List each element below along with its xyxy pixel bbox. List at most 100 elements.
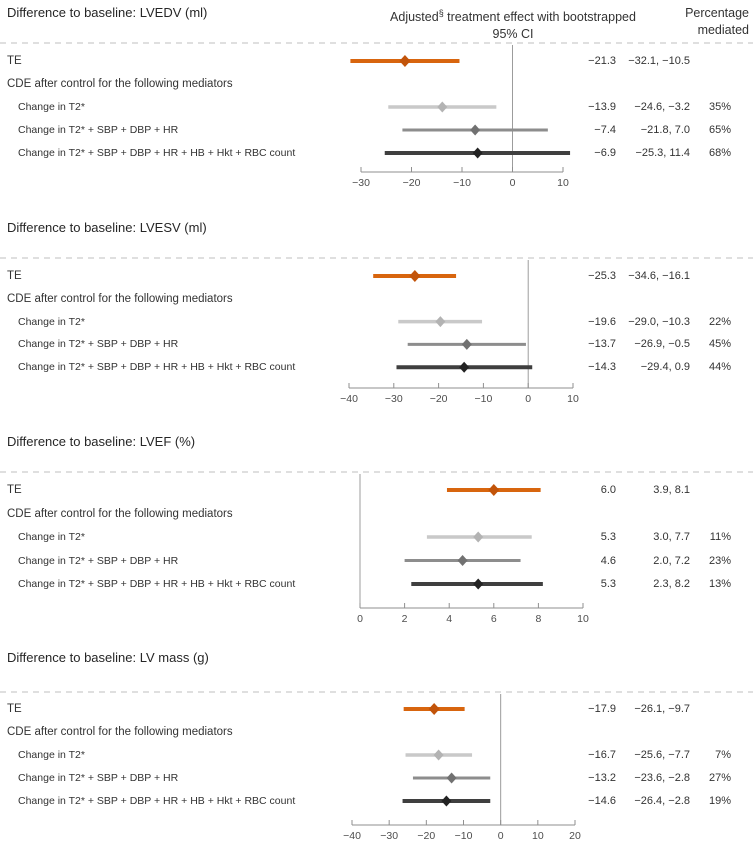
effect-header-rest: treatment effect with bootstrapped — [443, 10, 636, 25]
diamond-marker — [446, 772, 457, 784]
tick-label: −30 — [385, 393, 403, 405]
pct-value: 45% — [708, 338, 731, 351]
tick-label: −30 — [380, 830, 398, 842]
diamond-marker — [457, 555, 468, 566]
forest-plot: −40 −30 −20 −10 0 10 — [0, 257, 753, 405]
tick-label: −30 — [352, 177, 370, 189]
ci-value: 2.0, 7.2 — [653, 554, 690, 567]
diamond-marker — [437, 101, 448, 113]
footnote-symbol: § — [438, 8, 444, 18]
ci-value: 3.0, 7.7 — [653, 530, 690, 543]
pct-value: 27% — [708, 771, 731, 784]
estimate-value: −13.9 — [588, 100, 616, 113]
diamond-marker — [433, 749, 444, 761]
pct-value: 23% — [708, 554, 731, 567]
estimate-value: −13.2 — [588, 771, 616, 784]
estimate-value: −13.7 — [588, 338, 616, 351]
ci-value: 3.9, 8.1 — [653, 483, 690, 496]
row-label: TE — [7, 269, 22, 282]
pct-value: 65% — [708, 123, 731, 136]
panel-title: Difference to baseline: LVEDV (ml) — [7, 5, 208, 20]
tick-label: −20 — [417, 830, 435, 842]
row-label: Change in T2* — [18, 530, 85, 543]
diamond-marker — [488, 484, 500, 496]
row-label: Change in T2* + SBP + DBP + HR + HB + Hk… — [18, 360, 296, 373]
percentage-column-header: Percentage mediated — [685, 5, 749, 39]
estimate-value: 5.3 — [600, 530, 616, 543]
forest-panel: Difference to baseline: LV mass (g) TE −17… — [0, 635, 753, 846]
estimate-value: −14.3 — [588, 360, 616, 373]
x-axis: −40 −30 −20 −10 0 10 20 — [343, 820, 581, 842]
ci-value: −29.0, −10.3 — [628, 315, 690, 328]
row-label: Change in T2* + SBP + DBP + HR — [18, 554, 179, 567]
estimate-value: −7.4 — [594, 123, 616, 136]
effect-header-line2: 95% CI — [492, 27, 534, 42]
ci-value: −21.8, 7.0 — [640, 123, 690, 136]
tick-label: −10 — [455, 830, 473, 842]
forest-plot: −40 −30 −20 −10 0 10 20 — [0, 691, 753, 842]
diamond-marker — [409, 270, 421, 282]
tick-label: 10 — [567, 393, 579, 405]
section-label: CDE after control for the following medi… — [7, 77, 233, 90]
estimate-value: 5.3 — [600, 577, 616, 590]
estimate-value: 4.6 — [600, 554, 616, 567]
diamond-marker — [399, 55, 411, 67]
tick-label: 10 — [577, 613, 589, 625]
x-axis: −40 −30 −20 −10 0 10 — [340, 383, 579, 405]
ci-value: −29.4, 0.9 — [640, 360, 690, 373]
tick-label: 10 — [557, 177, 569, 189]
section-label: CDE after control for the following medi… — [7, 507, 233, 520]
row-label: Change in T2* — [18, 100, 85, 113]
pct-value: 35% — [708, 100, 731, 113]
effect-header-prefix: Adjusted — [390, 10, 439, 25]
ci-value: −26.9, −0.5 — [634, 338, 690, 351]
tick-label: 0 — [498, 830, 504, 842]
pct-header-line2: mediated — [697, 23, 749, 37]
tick-label: −40 — [343, 830, 361, 842]
ci-value: −24.6, −3.2 — [634, 100, 690, 113]
ci-value: −23.6, −2.8 — [634, 771, 690, 784]
row-label: Change in T2* — [18, 315, 85, 328]
estimate-value: 6.0 — [600, 483, 616, 496]
tick-label: 8 — [535, 613, 541, 625]
diamond-marker — [472, 147, 483, 159]
forest-plot: 0 2 4 6 8 10 — [0, 471, 753, 625]
diamond-marker — [441, 795, 452, 807]
forest-panel: Difference to baseline: LVEF (%) TE 6.0 3.9… — [0, 421, 753, 635]
ci-value: −26.4, −2.8 — [634, 794, 690, 807]
panel-title: Difference to baseline: LVESV (ml) — [7, 220, 207, 235]
diamond-marker — [461, 338, 472, 350]
ci-value: −34.6, −16.1 — [628, 269, 690, 282]
tick-label: −10 — [474, 393, 492, 405]
row-label: Change in T2* + SBP + DBP + HR + HB + Hk… — [18, 794, 296, 807]
tick-label: 0 — [357, 613, 363, 625]
section-label: CDE after control for the following medi… — [7, 292, 233, 305]
tick-label: 4 — [446, 613, 452, 625]
diamond-marker — [473, 531, 484, 543]
pct-value: 22% — [708, 315, 731, 328]
pct-value: 19% — [708, 794, 731, 807]
pct-value: 7% — [715, 748, 731, 761]
tick-label: 20 — [569, 830, 581, 842]
tick-label: 0 — [510, 177, 516, 189]
effect-header-line1: Adjusted§ treatment effect with bootstra… — [348, 5, 678, 26]
panel-title: Difference to baseline: LV mass (g) — [7, 650, 209, 665]
row-label: Change in T2* + SBP + DBP + HR — [18, 338, 179, 351]
ci-value: −25.6, −7.7 — [634, 748, 690, 761]
panel-title: Difference to baseline: LVEF (%) — [7, 434, 196, 449]
estimate-value: −25.3 — [588, 269, 616, 282]
diamond-marker — [435, 316, 446, 328]
ci-value: 2.3, 8.2 — [653, 577, 690, 590]
forest-panel: Difference to baseline: LVESV (ml) TE −25.… — [0, 211, 753, 421]
diamond-marker — [428, 703, 440, 715]
row-label: Change in T2* + SBP + DBP + HR — [18, 123, 179, 136]
x-axis: 0 2 4 6 8 10 — [357, 603, 589, 625]
tick-label: 0 — [525, 393, 531, 405]
pct-value: 11% — [709, 530, 731, 543]
pct-value: 44% — [708, 360, 731, 373]
ci-value: −26.1, −9.7 — [634, 702, 690, 715]
diamond-marker — [459, 361, 470, 373]
estimate-value: −6.9 — [594, 146, 616, 159]
estimate-value: −14.6 — [588, 794, 616, 807]
